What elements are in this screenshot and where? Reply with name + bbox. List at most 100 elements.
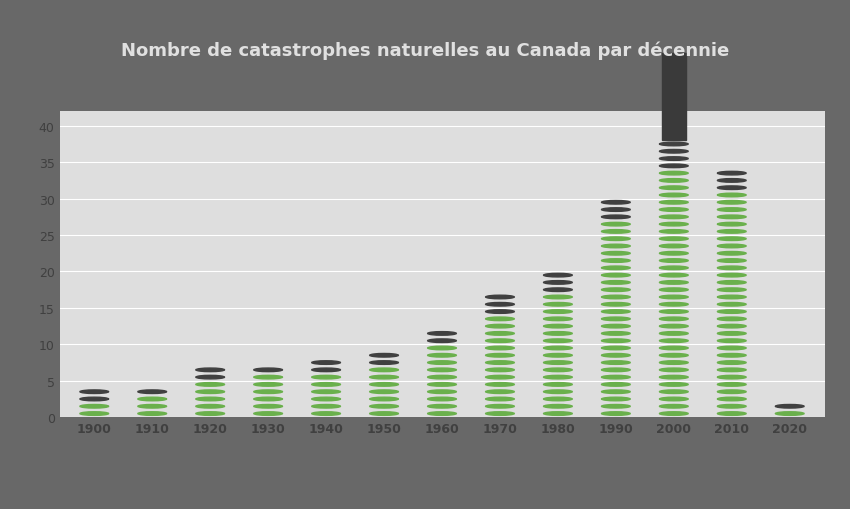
Circle shape [196, 390, 224, 394]
Circle shape [717, 267, 746, 270]
Circle shape [485, 390, 514, 394]
Circle shape [602, 223, 630, 227]
Circle shape [717, 412, 746, 415]
Circle shape [660, 398, 688, 401]
Circle shape [660, 325, 688, 328]
Circle shape [196, 398, 224, 401]
Circle shape [717, 281, 746, 285]
Circle shape [602, 412, 630, 415]
Circle shape [485, 318, 514, 321]
Circle shape [717, 369, 746, 372]
Circle shape [660, 303, 688, 306]
Circle shape [602, 230, 630, 234]
Circle shape [485, 405, 514, 408]
Circle shape [717, 296, 746, 299]
Circle shape [660, 165, 688, 168]
Circle shape [370, 412, 399, 415]
Circle shape [602, 296, 630, 299]
Circle shape [602, 281, 630, 285]
Circle shape [485, 361, 514, 364]
Circle shape [370, 376, 399, 379]
Circle shape [543, 303, 572, 306]
Circle shape [717, 405, 746, 408]
Circle shape [254, 383, 282, 386]
Circle shape [660, 383, 688, 386]
Circle shape [660, 157, 688, 161]
Circle shape [717, 398, 746, 401]
Circle shape [602, 405, 630, 408]
Circle shape [602, 354, 630, 357]
Circle shape [660, 318, 688, 321]
Circle shape [254, 369, 282, 372]
Bar [661, 54, 686, 141]
Circle shape [138, 405, 167, 408]
Circle shape [485, 332, 514, 335]
Circle shape [660, 208, 688, 212]
Circle shape [717, 259, 746, 263]
Circle shape [660, 390, 688, 394]
Circle shape [717, 288, 746, 292]
Circle shape [485, 376, 514, 379]
Circle shape [602, 376, 630, 379]
Circle shape [660, 267, 688, 270]
Circle shape [602, 201, 630, 205]
Circle shape [370, 369, 399, 372]
Circle shape [485, 412, 514, 415]
Circle shape [370, 361, 399, 364]
Circle shape [660, 347, 688, 350]
Circle shape [602, 208, 630, 212]
Circle shape [80, 390, 109, 394]
Circle shape [485, 339, 514, 343]
Circle shape [543, 405, 572, 408]
Circle shape [660, 332, 688, 335]
Circle shape [543, 390, 572, 394]
Circle shape [196, 405, 224, 408]
Circle shape [602, 361, 630, 364]
Circle shape [775, 412, 804, 415]
Circle shape [543, 369, 572, 372]
Circle shape [775, 405, 804, 408]
Circle shape [602, 267, 630, 270]
Circle shape [428, 376, 456, 379]
Circle shape [602, 252, 630, 256]
Circle shape [312, 369, 341, 372]
Circle shape [428, 383, 456, 386]
Circle shape [543, 332, 572, 335]
Circle shape [602, 325, 630, 328]
Circle shape [660, 369, 688, 372]
Circle shape [602, 216, 630, 219]
Circle shape [602, 245, 630, 248]
Circle shape [312, 405, 341, 408]
Circle shape [602, 332, 630, 335]
Circle shape [660, 412, 688, 415]
Circle shape [660, 150, 688, 154]
Circle shape [543, 376, 572, 379]
Circle shape [717, 332, 746, 335]
Circle shape [660, 376, 688, 379]
Circle shape [485, 347, 514, 350]
Circle shape [543, 347, 572, 350]
Circle shape [254, 412, 282, 415]
Circle shape [428, 369, 456, 372]
Circle shape [602, 274, 630, 277]
Circle shape [428, 354, 456, 357]
Circle shape [717, 354, 746, 357]
Circle shape [602, 318, 630, 321]
Circle shape [602, 339, 630, 343]
Circle shape [660, 259, 688, 263]
Circle shape [660, 179, 688, 183]
Circle shape [602, 369, 630, 372]
Circle shape [485, 310, 514, 314]
Circle shape [602, 259, 630, 263]
Circle shape [717, 194, 746, 197]
Circle shape [717, 230, 746, 234]
Circle shape [717, 274, 746, 277]
Circle shape [717, 376, 746, 379]
Circle shape [80, 412, 109, 415]
Circle shape [660, 288, 688, 292]
Circle shape [602, 383, 630, 386]
Circle shape [80, 405, 109, 408]
Circle shape [717, 179, 746, 183]
Circle shape [543, 398, 572, 401]
Circle shape [370, 398, 399, 401]
